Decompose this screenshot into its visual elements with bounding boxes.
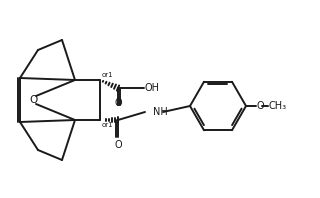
Text: OH: OH	[145, 83, 160, 93]
Text: O: O	[257, 101, 265, 111]
Text: CH₃: CH₃	[269, 101, 287, 111]
Text: NH: NH	[153, 107, 168, 117]
Text: O: O	[114, 98, 122, 108]
Text: O: O	[29, 95, 37, 105]
Text: O: O	[114, 140, 122, 150]
Text: or1: or1	[102, 72, 114, 78]
Text: or1: or1	[102, 122, 114, 128]
